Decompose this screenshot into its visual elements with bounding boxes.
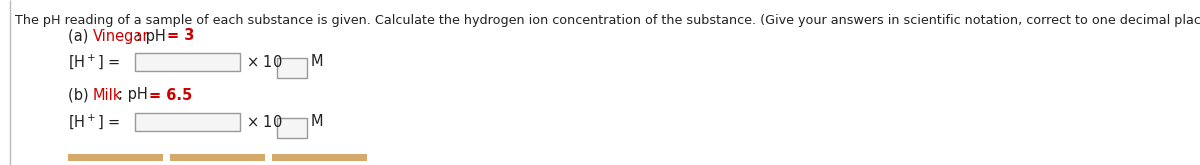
Text: Milk: Milk [92,87,122,102]
Text: [H$^+$] =: [H$^+$] = [68,53,120,71]
Text: $\times$ 10: $\times$ 10 [246,54,282,70]
Bar [134,113,240,131]
Text: Vinegar: Vinegar [92,29,149,44]
Text: The pH reading of a sample of each substance is given. Calculate the hydrogen io: The pH reading of a sample of each subst… [14,14,1200,27]
Text: [H$^+$] =: [H$^+$] = [68,113,120,131]
Bar [272,154,367,161]
Bar [68,154,163,161]
Text: M: M [311,115,324,130]
Text: $\times$ 10: $\times$ 10 [246,114,282,130]
Text: : pH: : pH [118,87,152,102]
Text: M: M [311,54,324,69]
Text: (b): (b) [68,87,94,102]
Bar [134,53,240,71]
Bar [170,154,265,161]
Text: (a): (a) [68,29,94,44]
Text: = 3: = 3 [167,29,194,44]
Bar [277,58,307,78]
Text: : pH: : pH [137,29,170,44]
Bar [277,118,307,138]
Text: = 6.5: = 6.5 [149,87,192,102]
